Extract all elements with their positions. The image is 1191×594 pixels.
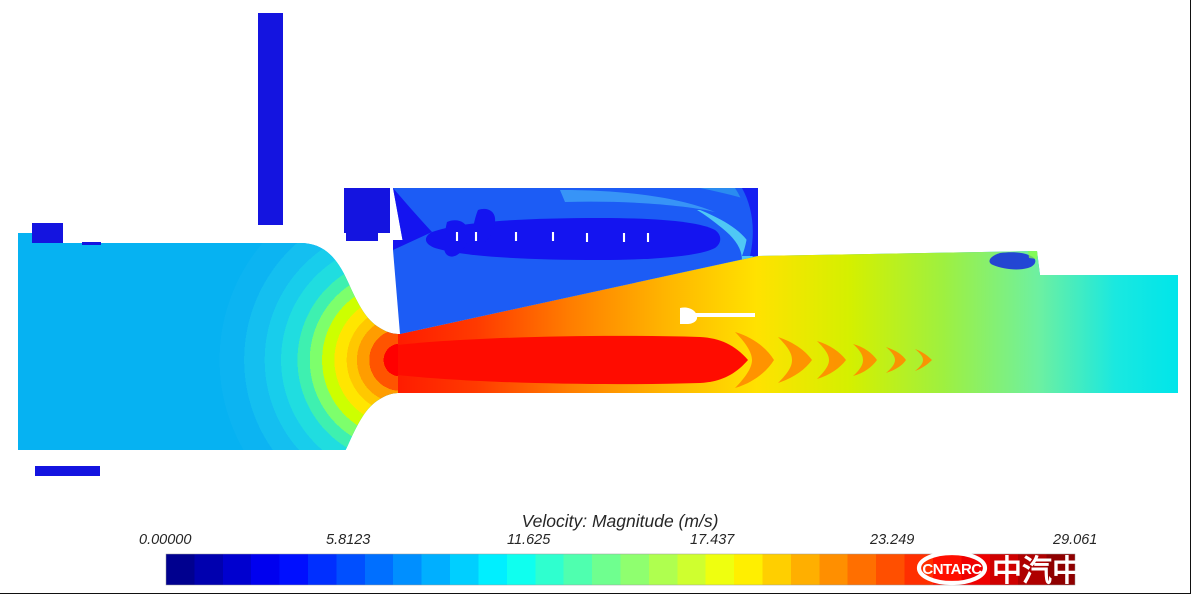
svg-text:23.249: 23.249 [869, 532, 914, 548]
svg-text:29.061: 29.061 [1052, 532, 1097, 548]
svg-text:中汽中心: 中汽中心 [992, 555, 1112, 588]
svg-text:11.625: 11.625 [507, 532, 551, 548]
svg-text:CNTARC: CNTARC [922, 561, 982, 578]
svg-text:5.8123: 5.8123 [326, 532, 370, 548]
svg-text:17.437: 17.437 [690, 532, 735, 548]
svg-text:0.00000: 0.00000 [139, 532, 191, 548]
svg-text:Velocity: Magnitude (m/s): Velocity: Magnitude (m/s) [522, 511, 719, 531]
